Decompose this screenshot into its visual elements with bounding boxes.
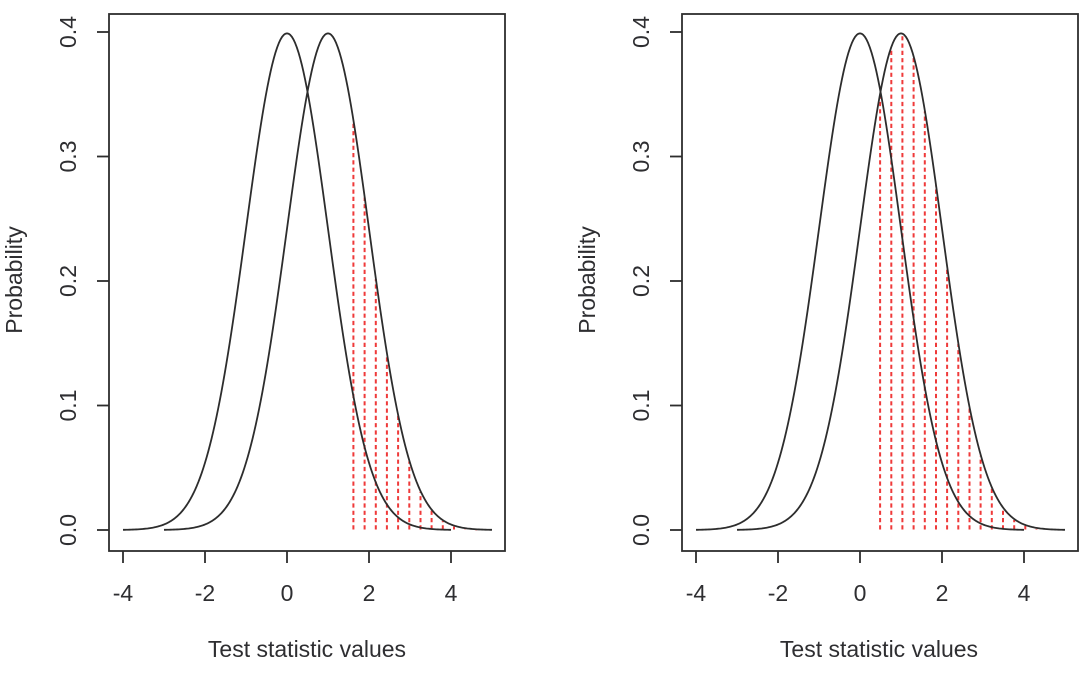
y-tick-label: 0.4 [55,16,81,48]
x-tick-label: -4 [686,580,707,606]
y-axis-title-left: Probability [1,226,27,334]
x-axis-title-left: Test statistic values [208,636,406,662]
x-tick-label: -2 [195,580,215,606]
plot-box [681,13,1079,552]
x-axis-title-right: Test statistic values [780,636,978,662]
x-tick-label: 4 [445,580,458,606]
y-axis-title-right: Probability [574,226,600,334]
y-tick-label: 0.4 [628,16,654,48]
y-tick-label: 0.2 [55,265,81,297]
null-distribution-curve [695,32,1025,531]
x-tick-label: 4 [1018,580,1031,606]
alternative-distribution-curve [163,32,493,531]
x-tick-label: -2 [768,580,788,606]
y-tick-label: 0.1 [55,390,81,422]
x-tick-label: 2 [363,580,376,606]
y-tick-label: 0.3 [628,141,654,173]
null-distribution-curve [122,32,452,531]
right-power-plot: -4 -2 0 2 4 0.0 0.1 0.2 0.3 0.4 [628,13,1079,606]
y-tick-label: 0.0 [55,514,81,546]
x-tick-label: -4 [113,580,134,606]
y-tick-label: 0.1 [628,390,654,422]
x-tick-label: 0 [854,580,867,606]
x-tick-label: 0 [281,580,294,606]
alternative-distribution-curve [736,32,1066,531]
y-tick-label: 0.2 [628,265,654,297]
y-tick-label: 0.0 [628,514,654,546]
left-power-plot: -4 -2 0 2 4 0.0 0.1 0.2 0.3 0.4 [55,13,506,606]
x-tick-label: 2 [936,580,949,606]
y-tick-label: 0.3 [55,141,81,173]
plot-box [108,13,506,552]
